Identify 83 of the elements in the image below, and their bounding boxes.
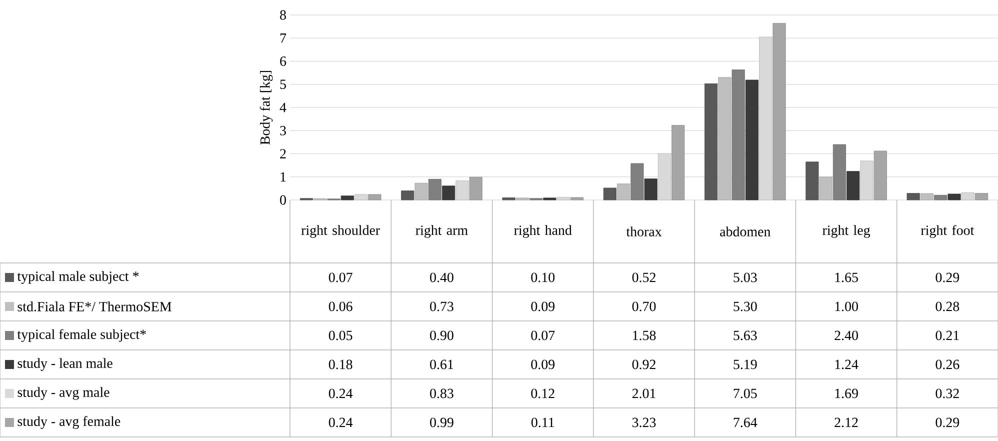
data-label: 0.83 [430, 388, 454, 398]
y-tick-label: 5 [280, 80, 286, 89]
x-tick-label: right shoulder [301, 225, 380, 238]
data-label: 0.73 [430, 302, 454, 312]
data-label: 0.40 [430, 272, 454, 282]
data-label: 5.03 [734, 272, 757, 282]
data-label: 0.12 [531, 388, 554, 398]
legend-label: study - avg female [18, 416, 120, 429]
y-tick-label: 1 [280, 172, 286, 182]
data-label: 0.24 [328, 418, 353, 428]
data-label: 0.92 [632, 360, 656, 370]
y-tick-label: 6 [280, 56, 286, 66]
legend-label: typical male subject * [17, 271, 139, 284]
x-tick-label: right arm [416, 225, 468, 238]
data-label: 0.52 [632, 272, 656, 282]
data-label: 5.30 [734, 302, 757, 312]
data-label: 5.63 [734, 330, 757, 340]
bar [502, 197, 516, 200]
bar [948, 194, 961, 200]
data-label: 1.65 [835, 272, 858, 282]
y-tick-label: 8 [280, 10, 286, 20]
data-label: 0.21 [936, 330, 959, 340]
bar [934, 194, 948, 200]
bar [428, 178, 442, 200]
data-label: 3.23 [632, 418, 656, 428]
data-label: 2.01 [632, 388, 656, 398]
bar [806, 162, 819, 200]
legend-label: study - avg male [18, 387, 110, 400]
y-tick-label: 4 [280, 102, 286, 112]
data-label: 0.90 [430, 330, 454, 340]
data-label: 0.10 [531, 272, 555, 282]
y-tick-label: 0 [280, 195, 286, 205]
data-label: 0.26 [936, 360, 960, 370]
bar [745, 80, 758, 200]
data-label: 1.58 [633, 330, 656, 340]
bar [630, 163, 644, 200]
x-tick-label: right leg [822, 225, 870, 238]
data-label: 1.24 [835, 360, 858, 370]
bar [401, 190, 414, 200]
bar [340, 196, 354, 200]
data-label: 7.64 [734, 418, 758, 428]
y-tick-label: 2 [280, 149, 286, 158]
y-axis-title: Body fat [kg] [260, 70, 273, 145]
bar [543, 198, 556, 200]
legend-label: typical female subject* [17, 329, 146, 342]
bar [906, 193, 920, 200]
bar [704, 83, 718, 200]
y-tick-label: 3 [280, 126, 286, 136]
x-tick-label: right hand [514, 225, 572, 238]
bar [603, 188, 616, 200]
bar [846, 171, 860, 200]
legend-label: std.Fiala FE*/ ThermoSEM [18, 302, 172, 312]
x-tick-label: abdomen [720, 226, 771, 236]
data-label: 1.69 [835, 388, 858, 398]
bar [442, 186, 456, 200]
data-label: 0.09 [531, 302, 554, 312]
data-label: 0.32 [936, 388, 959, 398]
data-label: 0.24 [328, 388, 353, 398]
data-label: 0.99 [430, 418, 454, 428]
x-tick-label: thorax [626, 226, 662, 236]
data-label: 0.07 [328, 272, 352, 282]
bar [732, 70, 745, 200]
legend-label: study - lean male [18, 358, 112, 371]
data-label: 0.61 [430, 360, 454, 370]
data-label: 5.19 [734, 360, 757, 370]
data-label: 2.40 [834, 330, 858, 340]
bar [644, 178, 658, 200]
bar [832, 144, 846, 200]
x-tick-label: right foot [920, 225, 974, 238]
data-label: 0.11 [531, 418, 554, 428]
data-label: 0.05 [328, 330, 352, 340]
data-label: 0.07 [531, 330, 555, 340]
data-label: 0.09 [531, 360, 554, 370]
data-label: 0.06 [328, 302, 352, 312]
data-label: 0.29 [936, 418, 960, 428]
data-label: 7.05 [734, 388, 757, 398]
data-label: 0.29 [936, 272, 960, 282]
data-label: 2.12 [834, 418, 858, 428]
data-label: 1.00 [835, 302, 858, 312]
data-label: 0.18 [328, 360, 352, 370]
y-tick-label: 7 [280, 34, 286, 43]
data-label: 0.70 [632, 302, 656, 312]
data-label: 0.28 [936, 302, 960, 312]
